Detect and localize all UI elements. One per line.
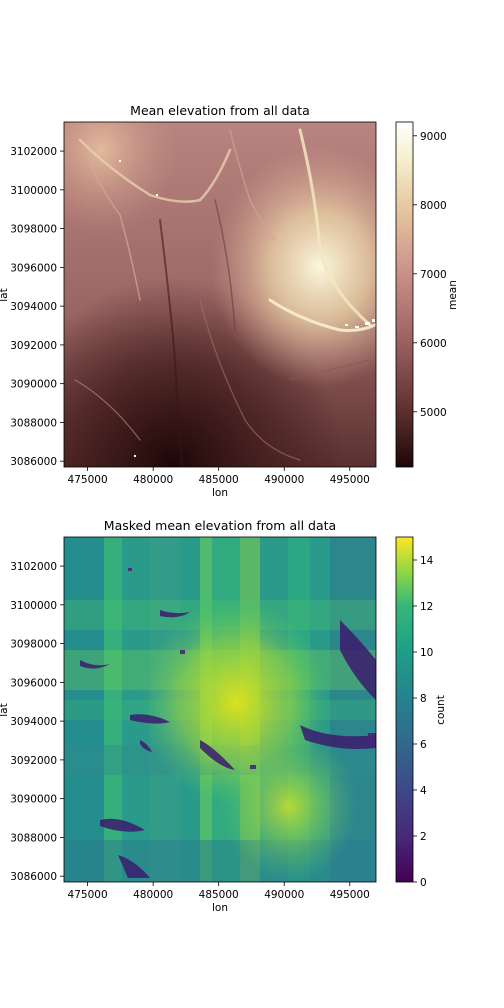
axes-bottom: 475000 480000 485000 490000 495000 3086000 308… [10, 561, 370, 901]
y-tick-label: 3102000 [10, 146, 57, 158]
colorbar-tick-label: 4 [420, 785, 427, 797]
colorbar-tick-label: 10 [420, 647, 433, 659]
y-tick-label: 3100000 [10, 600, 57, 612]
y-tick-label: 3088000 [10, 832, 57, 844]
y-tick-label: 3092000 [10, 340, 57, 352]
y-tick-label: 3096000 [10, 677, 57, 689]
y-tick-label: 3086000 [10, 456, 57, 468]
y-tick-label: 3096000 [10, 262, 57, 274]
y-tick-label: 3086000 [10, 871, 57, 883]
y-tick-label: 3100000 [10, 185, 57, 197]
colorbar-tick-label: 6000 [420, 338, 447, 350]
nodata-speckles [119, 160, 375, 457]
colorbar-tick-label: 12 [420, 601, 433, 613]
y-tick-label: 3098000 [10, 224, 57, 236]
y-tick-label: 3092000 [10, 755, 57, 767]
colorbar-tick-label: 8000 [420, 200, 447, 212]
y-tick-label: 3090000 [10, 379, 57, 391]
colorbar-tick-label: 7000 [420, 269, 447, 281]
axes-frame-top [63, 121, 377, 468]
chart-title-mean-elevation: Mean elevation from all data [130, 103, 310, 118]
y-tick-label: 3098000 [10, 639, 57, 651]
colorbar-tick-label: 2 [420, 831, 427, 843]
colorbar-mean [395, 121, 414, 468]
colorbar-tick-label: 14 [420, 555, 434, 567]
x-tick-label: 480000 [133, 474, 173, 486]
y-tick-label: 3090000 [10, 794, 57, 806]
colorbar-label-count: count [435, 695, 447, 725]
x-tick-label: 490000 [264, 889, 304, 901]
y-tick-label: 3094000 [10, 301, 57, 313]
y-axis-label-top: lat [0, 288, 10, 301]
colorbar-tick-label: 9000 [420, 131, 447, 143]
colorbar-label-mean: mean [447, 280, 459, 310]
colorbar-tick-label: 8 [420, 693, 427, 705]
colorbar-tick-label: 5000 [420, 407, 447, 419]
x-axis-label-bottom: lon [212, 902, 228, 914]
x-tick-label: 475000 [68, 474, 108, 486]
x-tick-label: 480000 [133, 889, 173, 901]
x-tick-label: 485000 [199, 474, 239, 486]
x-axis-label-top: lon [212, 487, 228, 499]
x-tick-label: 475000 [68, 889, 108, 901]
colorbar-ticks-count: 0 2 4 6 8 10 12 14 [413, 555, 434, 889]
chart-title-masked-mean-elevation: Masked mean elevation from all data [104, 518, 336, 533]
y-tick-label: 3102000 [10, 561, 57, 573]
y-axis-label-bottom: lat [0, 703, 10, 716]
y-tick-label: 3094000 [10, 716, 57, 728]
count-heatmap [64, 537, 376, 882]
y-tick-label: 3088000 [10, 417, 57, 429]
x-tick-label: 495000 [330, 474, 370, 486]
colorbar-tick-label: 6 [420, 739, 427, 751]
axes-top: 475000 480000 485000 490000 495000 3086000 308… [10, 146, 370, 486]
colorbar-ticks-mean: 5000 6000 7000 8000 9000 [413, 131, 447, 419]
elevation-heatmap [64, 122, 376, 467]
colorbar-count [395, 536, 414, 883]
x-tick-label: 495000 [330, 889, 370, 901]
axes-frame-bottom [63, 536, 377, 883]
x-tick-label: 485000 [199, 889, 239, 901]
colorbar-tick-label: 0 [420, 877, 427, 889]
x-tick-label: 490000 [264, 474, 304, 486]
